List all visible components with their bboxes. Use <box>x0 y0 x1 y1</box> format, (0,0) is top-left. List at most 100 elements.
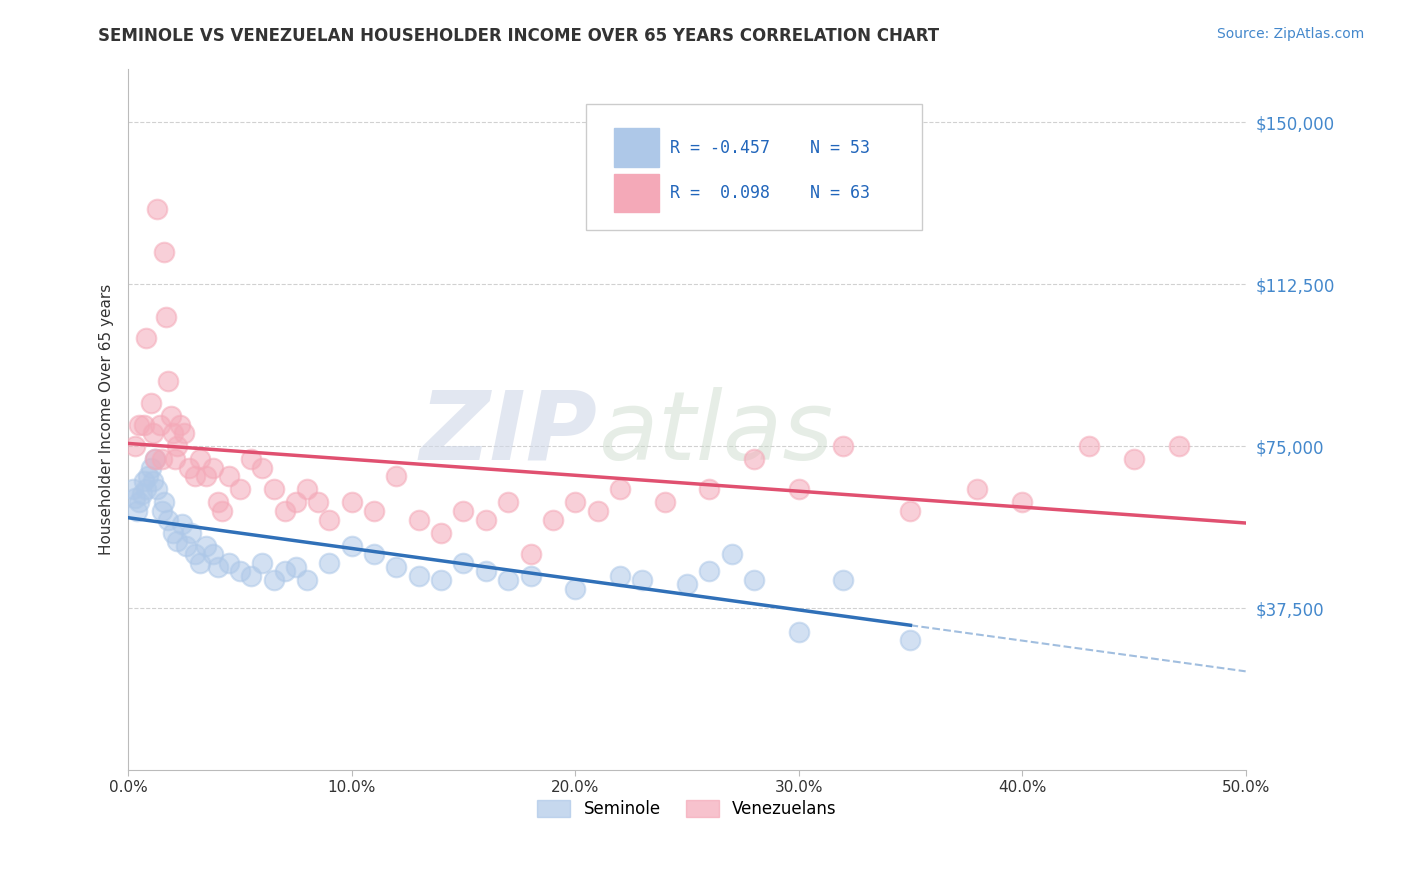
Text: ZIP: ZIP <box>419 387 598 480</box>
Point <box>159 409 181 423</box>
Point <box>135 483 157 497</box>
Point <box>176 539 198 553</box>
Point <box>188 452 211 467</box>
Point <box>787 483 810 497</box>
Text: SEMINOLE VS VENEZUELAN HOUSEHOLDER INCOME OVER 65 YEARS CORRELATION CHART: SEMINOLE VS VENEZUELAN HOUSEHOLDER INCOM… <box>98 27 939 45</box>
Point <box>150 452 173 467</box>
Point <box>496 573 519 587</box>
FancyBboxPatch shape <box>586 103 921 230</box>
Point <box>142 426 165 441</box>
Point <box>340 539 363 553</box>
Point <box>564 582 586 596</box>
FancyBboxPatch shape <box>614 128 659 167</box>
Point <box>385 560 408 574</box>
Point <box>229 483 252 497</box>
Point <box>519 568 541 582</box>
Point <box>202 460 225 475</box>
Point <box>263 483 285 497</box>
Point <box>132 474 155 488</box>
Point <box>363 504 385 518</box>
Point <box>408 568 430 582</box>
Point <box>273 565 295 579</box>
Point <box>229 565 252 579</box>
Point <box>697 483 720 497</box>
Point <box>475 565 498 579</box>
Point <box>273 504 295 518</box>
Point <box>697 565 720 579</box>
Text: R =  0.098    N = 63: R = 0.098 N = 63 <box>671 185 870 202</box>
Point <box>631 573 654 587</box>
Point <box>127 504 149 518</box>
Text: atlas: atlas <box>598 387 832 480</box>
Point <box>157 513 180 527</box>
Point <box>165 452 187 467</box>
Point <box>295 483 318 497</box>
Point <box>1078 439 1101 453</box>
Point <box>146 202 169 216</box>
Point <box>900 504 922 518</box>
Point <box>564 495 586 509</box>
Point <box>143 452 166 467</box>
Point <box>318 556 340 570</box>
Point <box>1122 452 1144 467</box>
Point <box>148 417 170 432</box>
Point <box>188 556 211 570</box>
Text: Source: ZipAtlas.com: Source: ZipAtlas.com <box>1216 27 1364 41</box>
Point <box>138 469 160 483</box>
Point <box>143 452 166 467</box>
Point <box>139 460 162 475</box>
Point <box>207 560 229 574</box>
Point <box>153 244 176 259</box>
Point <box>128 495 150 509</box>
Point <box>295 573 318 587</box>
Point <box>124 491 146 505</box>
Point <box>475 513 498 527</box>
Point <box>153 495 176 509</box>
Point <box>124 439 146 453</box>
Point <box>496 495 519 509</box>
Point <box>408 513 430 527</box>
Point <box>240 452 263 467</box>
Point <box>166 439 188 453</box>
Point <box>169 417 191 432</box>
Point <box>139 396 162 410</box>
Point <box>541 513 564 527</box>
Point <box>340 495 363 509</box>
Point <box>240 568 263 582</box>
Point <box>654 495 676 509</box>
Point <box>135 331 157 345</box>
Point <box>142 474 165 488</box>
Point <box>430 525 453 540</box>
Point <box>284 495 307 509</box>
Point <box>832 573 855 587</box>
Point <box>170 516 193 531</box>
Point <box>177 460 200 475</box>
Point <box>155 310 177 324</box>
Point <box>173 426 195 441</box>
Point <box>900 633 922 648</box>
Point <box>363 547 385 561</box>
Point <box>284 560 307 574</box>
Point <box>742 452 765 467</box>
Point <box>519 547 541 561</box>
Point <box>128 417 150 432</box>
Point <box>385 469 408 483</box>
Legend: Seminole, Venezuelans: Seminole, Venezuelans <box>530 793 844 825</box>
Point <box>195 539 218 553</box>
Point <box>453 556 475 570</box>
Point <box>218 469 240 483</box>
Point <box>131 487 153 501</box>
Point <box>609 483 631 497</box>
Point <box>202 547 225 561</box>
Point <box>966 483 988 497</box>
Point <box>180 525 202 540</box>
Point <box>609 568 631 582</box>
Point <box>132 417 155 432</box>
Point <box>832 439 855 453</box>
Point <box>1167 439 1189 453</box>
Point <box>121 483 143 497</box>
Point <box>150 504 173 518</box>
Point <box>195 469 218 483</box>
Y-axis label: Householder Income Over 65 years: Householder Income Over 65 years <box>100 284 114 555</box>
Point <box>146 483 169 497</box>
